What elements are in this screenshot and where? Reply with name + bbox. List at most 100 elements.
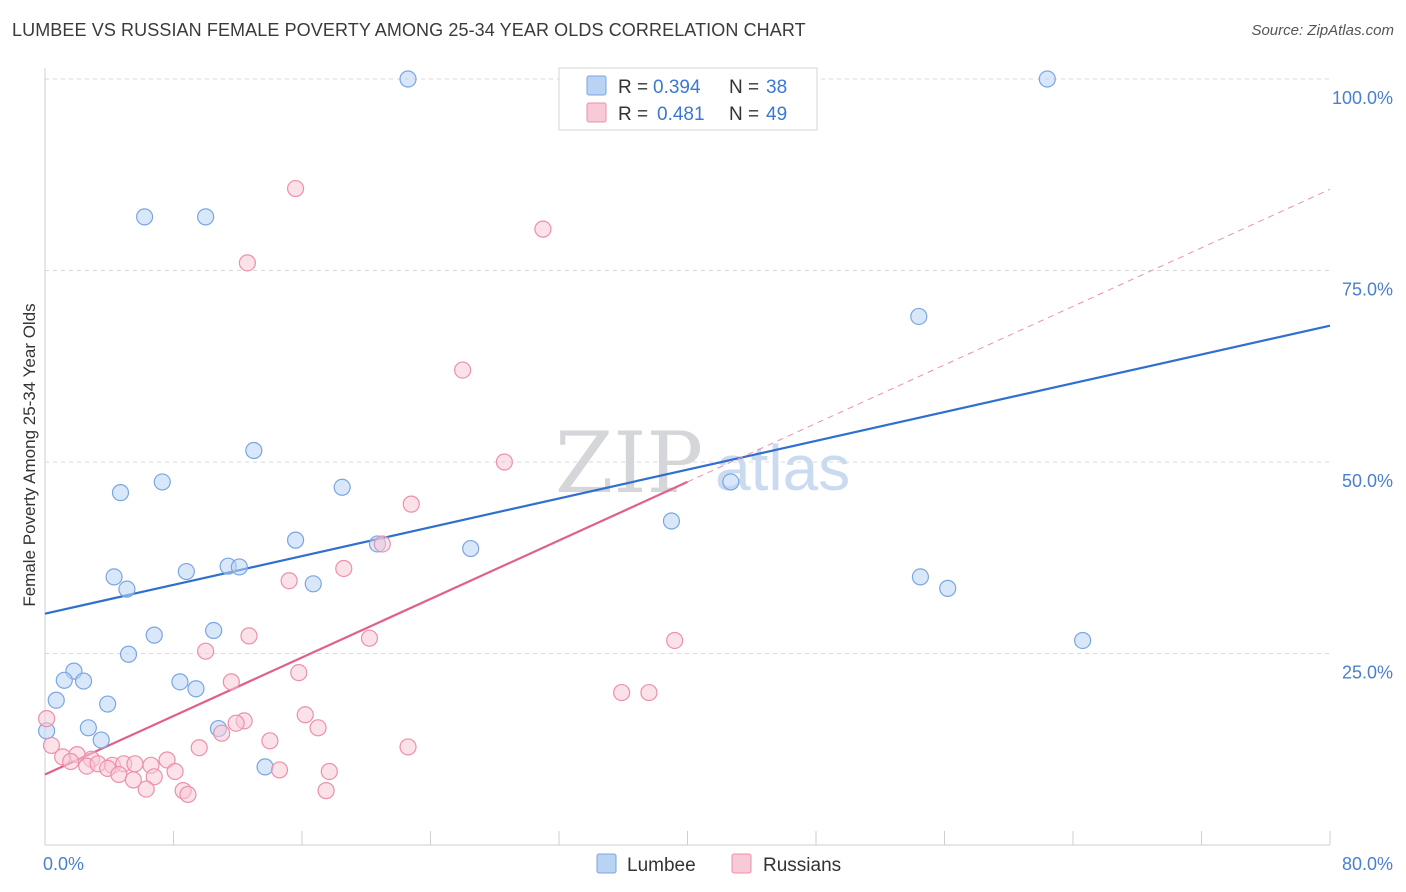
russian-point [495,453,513,471]
bottom-legend-swatch-lumbee [596,853,617,874]
legend-n-label: N = [729,104,759,125]
lumbee-point [145,626,163,644]
russian-point [534,220,552,238]
russian-point [335,559,353,578]
lumbee-point [105,568,123,586]
y-tick-labels: 25.0% 50.0% 75.0% 100.0% [1332,88,1393,683]
data-points [38,70,1092,804]
lumbee-point [333,478,351,496]
lumbee-point [662,512,681,530]
russian-point [320,762,338,781]
lumbee-point [230,558,248,576]
legend: R = 0.394 N = 38 R = 0.481 N = 49 [558,67,818,131]
russian-point [317,782,335,800]
lumbee-point [153,473,171,491]
lumbee-point [118,580,136,598]
russian-point [222,673,240,691]
russian-point [42,736,61,755]
russian-point [261,732,279,750]
lumbee-point [197,208,215,226]
russian-trend-extension [687,188,1331,483]
lumbee-point [187,680,205,698]
legend-swatch-russians [586,102,607,123]
lumbee-point [911,568,930,586]
lumbee-point [111,484,130,502]
legend-n-value: 49 [766,104,787,125]
russian-point [240,627,258,645]
russian-point [373,535,391,553]
bottom-legend-lumbee: Lumbee [627,855,696,876]
lumbee-point [55,671,73,689]
chart-title: LUMBEE VS RUSSIAN FEMALE POVERTY AMONG 2… [12,20,806,40]
russian-point [613,683,631,702]
legend-r-label: R = [618,104,648,125]
russian-point [280,572,298,590]
lumbee-point [462,539,480,558]
russian-point [290,664,308,682]
source-label: Source: ZipAtlas.com [1251,22,1394,39]
legend-r-value: 0.481 [657,104,705,125]
lumbee-point [177,562,195,581]
russian-point [402,495,420,513]
lumbee-point [256,758,274,776]
lumbee-point [205,621,223,640]
russian-point [360,629,379,647]
y-tick-label: 25.0% [1342,663,1393,683]
legend-swatch-lumbee [586,75,607,96]
lumbee-point [1038,70,1056,88]
russian-point [640,683,658,702]
lumbee-point [47,691,65,709]
watermark: ZIP atlas [555,414,850,512]
russian-point [126,755,144,773]
lumbee-trend-line [44,324,1331,615]
x-tick-label: 0.0% [43,854,84,874]
lumbee-point [722,473,740,491]
lumbee-point [1074,631,1092,650]
lumbee-point [99,695,117,713]
russian-point [124,771,142,789]
legend-n-value: 38 [766,77,787,98]
y-tick-label: 100.0% [1332,88,1393,108]
trend-lines [44,188,1331,776]
lumbee-point [304,575,322,593]
russian-point [286,179,305,198]
lumbee-point [171,673,189,691]
russian-point [213,724,231,742]
russian-point [454,361,472,379]
y-tick-label: 50.0% [1342,471,1393,491]
russian-point [137,780,155,798]
russian-point [62,752,80,771]
lumbee-point [79,719,97,737]
lumbee-point [92,731,110,749]
watermark-zip: ZIP [555,414,703,512]
russian-point [166,762,184,781]
bottom-legend: Lumbee Russians [596,853,841,876]
russian-point [190,739,208,757]
lumbee-point [286,531,305,549]
legend-n-label: N = [729,77,759,98]
y-tick-label: 75.0% [1342,280,1393,300]
russian-point [110,765,128,784]
russian-point [270,761,289,779]
legend-r-label: R = [618,77,648,98]
lumbee-point [119,645,138,663]
lumbee-point [399,70,417,88]
russian-point [309,719,327,737]
lumbee-point [939,579,957,597]
lumbee-point [245,441,263,460]
russian-point [145,768,163,786]
lumbee-point [135,208,154,226]
russian-point [227,714,245,732]
russian-point [238,254,256,272]
russian-point [399,738,417,756]
watermark-atlas: atlas [715,432,850,504]
russian-point [296,706,314,724]
legend-r-value: 0.394 [653,77,701,98]
russian-trend-line [44,480,688,776]
lumbee-point [910,307,928,326]
russian-point [38,710,56,728]
russian-point [179,785,197,804]
bottom-legend-russians: Russians [763,855,841,876]
x-tick-label: 80.0% [1342,854,1393,874]
